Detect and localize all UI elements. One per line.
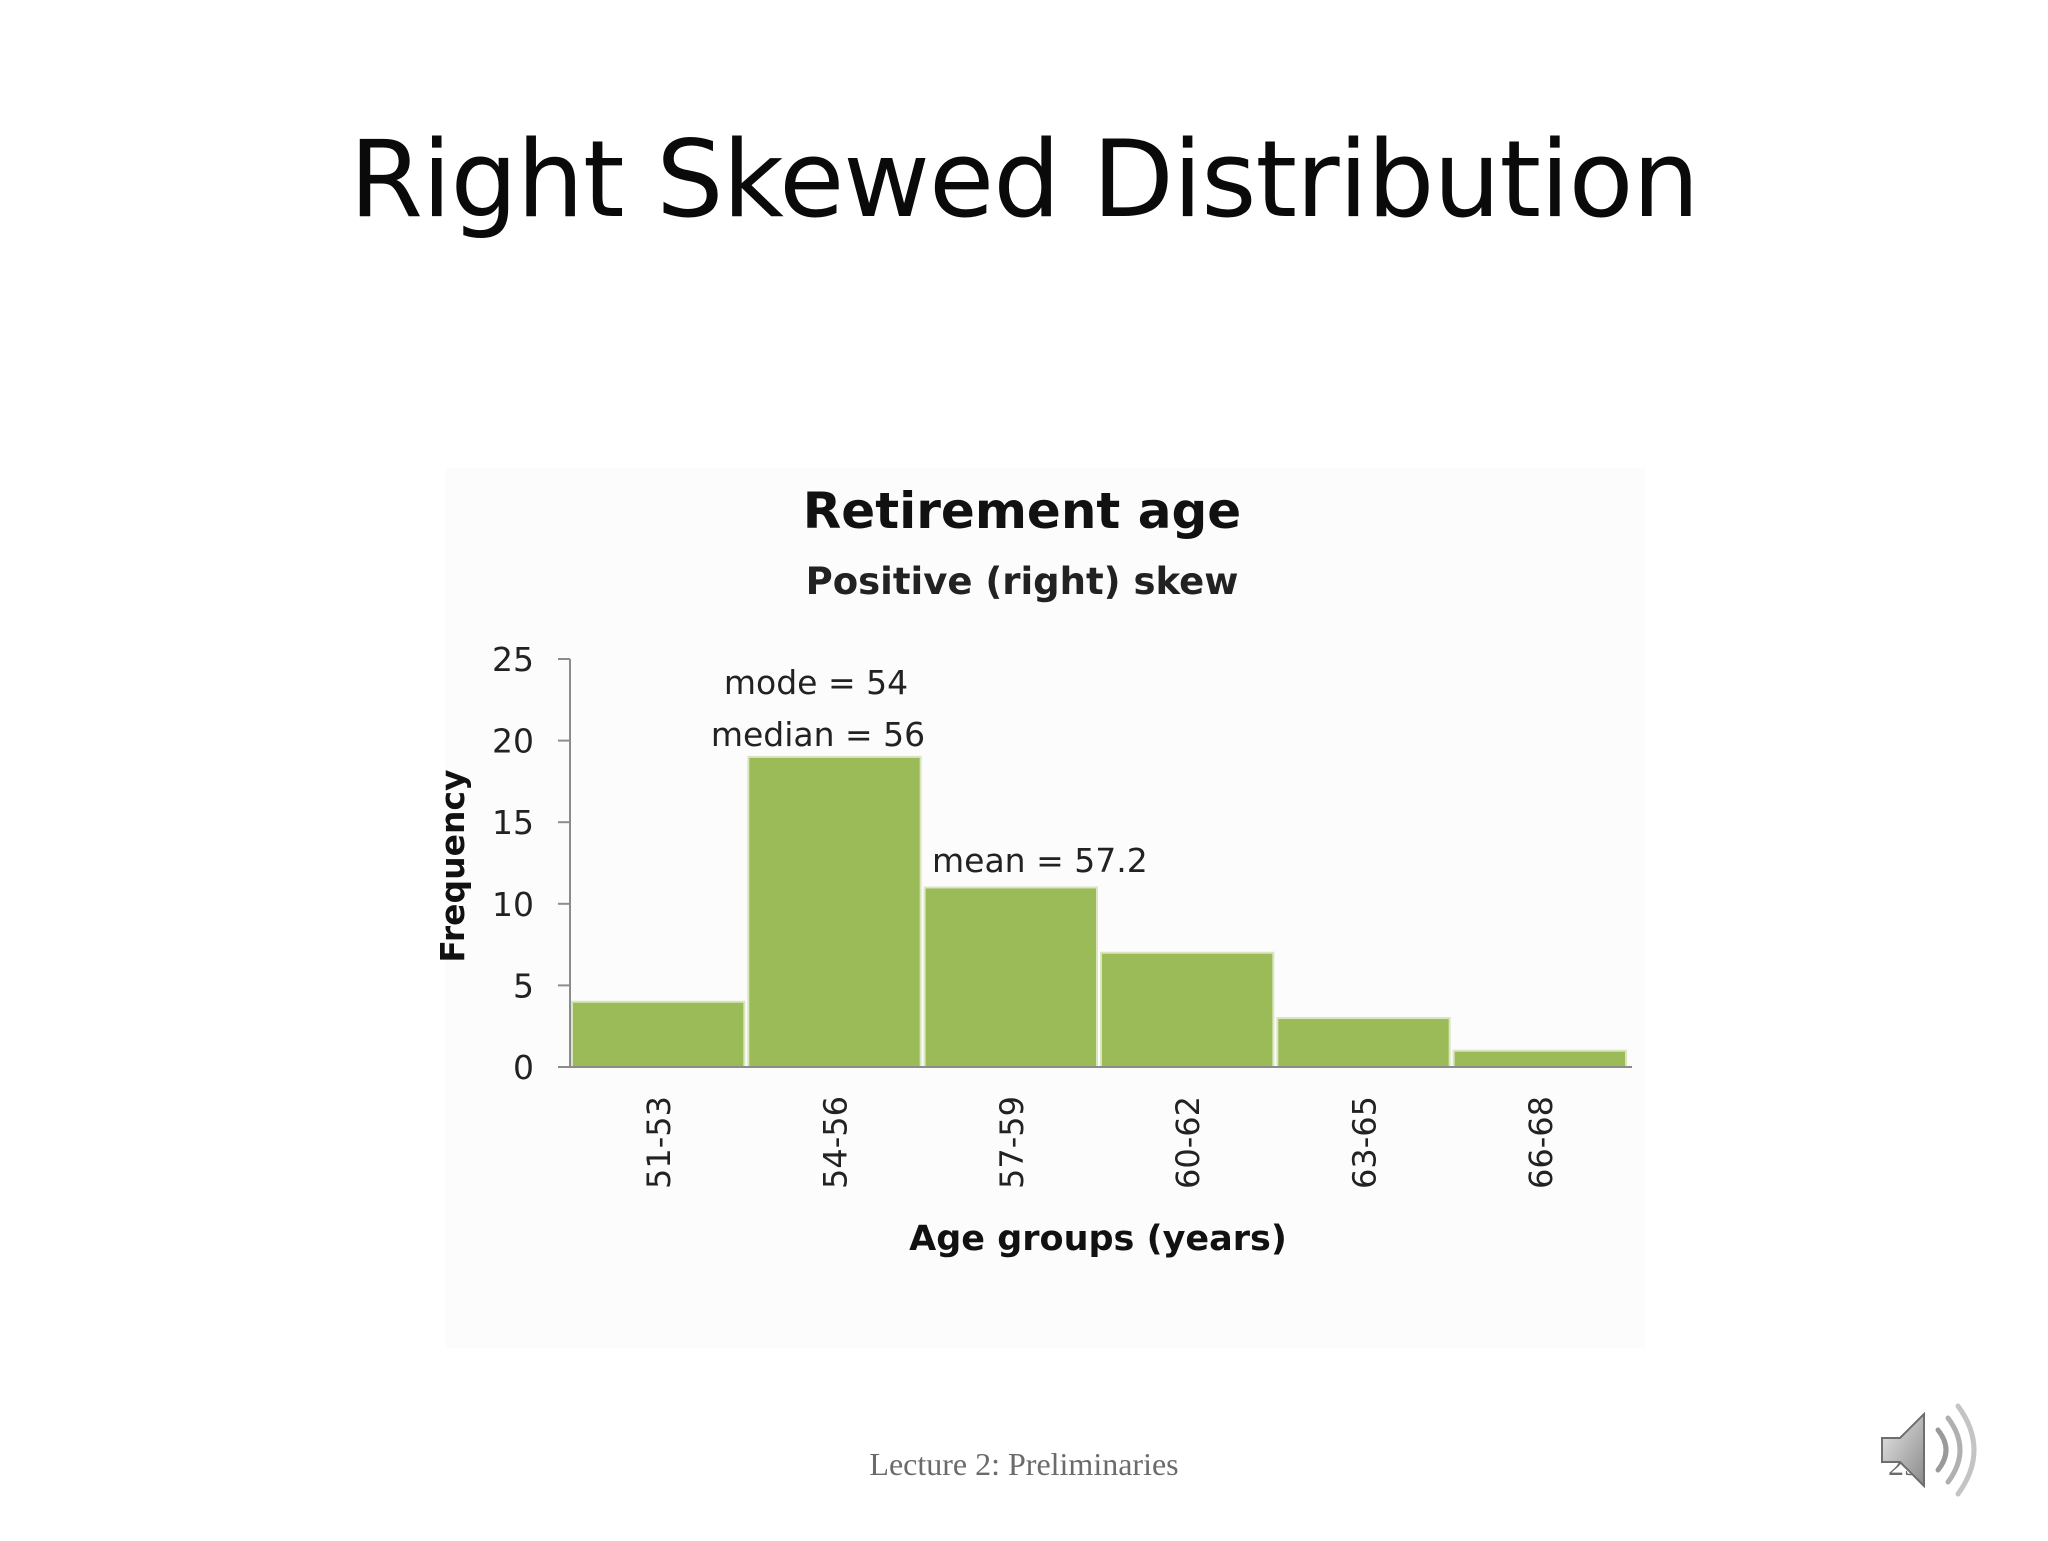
- bars-layer: [571, 755, 1627, 1069]
- slide-footer: Lecture 2: Preliminaries: [869, 1446, 1179, 1482]
- x-axis-label: Age groups (years): [909, 1219, 1287, 1259]
- chart-title: Retirement age: [803, 482, 1241, 540]
- y-tick-label: 15: [492, 803, 534, 842]
- slide-title: Right Skewed Distribution: [349, 118, 1699, 241]
- y-tick-label: 20: [492, 722, 534, 761]
- annotation-mean: mean = 57.2: [932, 841, 1148, 880]
- x-tick-label: 63-65: [1346, 1096, 1384, 1189]
- bar-66-68: [1452, 1049, 1627, 1069]
- x-tick-label: 60-62: [1169, 1096, 1207, 1189]
- y-tick-label: 0: [513, 1048, 534, 1087]
- bar-54-56: [747, 755, 922, 1068]
- bar-63-65: [1276, 1017, 1451, 1068]
- y-tick-label: 5: [513, 966, 534, 1005]
- bar-57-59: [923, 886, 1099, 1068]
- x-tick-label: 51-53: [640, 1096, 678, 1189]
- annotation-mode: mode = 54: [724, 663, 908, 702]
- chart-subtitle: Positive (right) skew: [806, 560, 1239, 603]
- axes-layer: 51-53 54-56 57-59 60-62 63-65 66-68 0 5 10 15 20 25: [492, 640, 1632, 1189]
- speaker-icon[interactable]: [1872, 1400, 1998, 1500]
- x-tick-label: 54-56: [817, 1096, 855, 1189]
- bar-51-53: [571, 1000, 746, 1068]
- annotation-median: median = 56: [711, 715, 925, 754]
- x-tick-label: 66-68: [1522, 1096, 1560, 1189]
- x-tick-label: 57-59: [993, 1096, 1031, 1189]
- y-axis-label: Frequency: [433, 769, 472, 962]
- y-tick-label: 10: [492, 885, 534, 924]
- bar-60-62: [1100, 951, 1275, 1069]
- y-tick-label: 25: [492, 640, 534, 679]
